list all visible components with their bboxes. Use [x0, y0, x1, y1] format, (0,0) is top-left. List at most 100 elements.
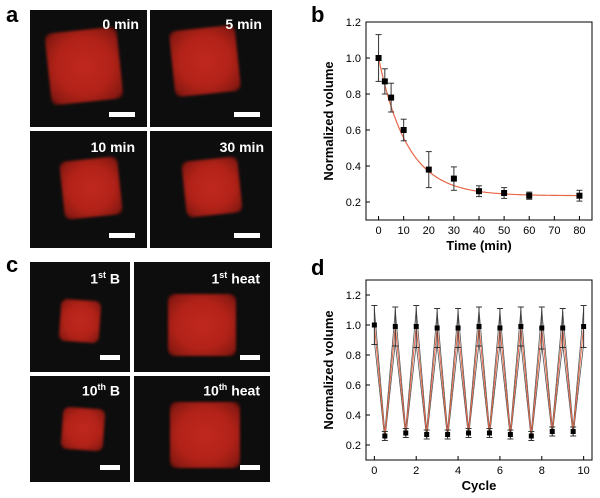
time-label: 5 min — [225, 16, 262, 32]
data-point — [375, 55, 382, 61]
panel-letter-b: b — [311, 2, 325, 27]
data-point — [507, 432, 513, 437]
data-point — [371, 322, 377, 328]
x-tick-label: 80 — [573, 225, 585, 237]
hydrogel-image — [168, 294, 236, 356]
data-point — [445, 432, 451, 437]
panel-letter-d: d — [311, 255, 325, 280]
scale-bar — [100, 355, 120, 360]
hydrogel-image — [58, 298, 102, 344]
y-tick-label: 0.4 — [346, 410, 361, 422]
data-point — [526, 192, 533, 199]
y-axis-label: Normalized volume — [321, 61, 336, 180]
data-point — [450, 175, 457, 182]
micrograph-c-10th-heat: 10th heat — [134, 376, 270, 482]
hydrogel-image — [59, 156, 123, 220]
data-point — [576, 192, 583, 199]
hydrogel-image — [60, 406, 106, 452]
data-point — [570, 429, 576, 434]
time-label: 30 min — [219, 139, 264, 155]
chart-b-volume-vs-time: 0 10 20 30 40 50 60 70 80 0.2 0.4 0.6 0.8 1.0 1.2 Time … — [321, 17, 593, 253]
data-point — [518, 324, 524, 329]
y-tick-label: 0.8 — [346, 89, 361, 101]
hydrogel-image — [181, 156, 243, 218]
hydrogel-image — [170, 402, 240, 468]
time-label: 0 min — [102, 16, 139, 32]
plot-frame — [365, 279, 593, 461]
time-label: 10 min — [90, 139, 135, 155]
x-tick-label: 10 — [578, 465, 590, 477]
data-point — [382, 433, 388, 439]
data-point — [476, 324, 482, 329]
data-point — [476, 188, 482, 195]
y-axis-label: Normalized volume — [321, 310, 336, 429]
x-tick-label: 4 — [455, 465, 461, 477]
data-point — [549, 429, 555, 434]
micrograph-c-1st-heat: 1st heat — [134, 262, 270, 372]
hydrogel-image — [44, 26, 124, 106]
x-tick-label: 60 — [523, 225, 535, 237]
data-point — [528, 433, 534, 439]
x-tick-label: 40 — [473, 225, 485, 237]
chart-d-volume-vs-cycle: 0 2 4 6 8 10 0.2 0.4 0.6 0.8 1.0 1.2 Cycle Normalized… — [321, 279, 593, 493]
data-point — [466, 430, 472, 436]
scale-bar — [234, 112, 260, 117]
micrograph-a-10min: 10 min — [30, 131, 147, 248]
micrograph-c-10th-b: 10th B — [30, 376, 130, 482]
data-point — [455, 325, 461, 331]
y-tick-label: 0.2 — [346, 440, 361, 452]
fit-curve — [377, 57, 580, 197]
data-point — [539, 325, 545, 331]
x-tick-label: 30 — [448, 225, 460, 237]
data-point — [381, 78, 388, 85]
data-point — [400, 127, 407, 133]
data-point — [424, 432, 430, 437]
y-tick-label: 0.6 — [346, 125, 361, 137]
y-tick-label: 1.0 — [346, 53, 361, 65]
data-point — [388, 94, 395, 101]
x-tick-label: 70 — [548, 225, 560, 237]
x-tick-label: 8 — [539, 465, 545, 477]
y-tick-label: 0.4 — [346, 161, 361, 173]
state-label: 10th heat — [203, 382, 260, 399]
data-point — [497, 325, 503, 331]
x-axis-label: Cycle — [462, 478, 497, 493]
x-tick-label: 0 — [375, 225, 381, 237]
x-tick-label: 20 — [423, 225, 435, 237]
micrograph-a-30min: 30 min — [150, 131, 272, 248]
state-label: 1st heat — [211, 270, 261, 287]
state-label: 1st B — [90, 270, 120, 287]
data-point — [392, 324, 398, 329]
scale-bar — [100, 465, 120, 470]
x-axis-label: Time (min) — [446, 238, 512, 253]
micrograph-c-1st-b: 1st B — [30, 262, 130, 372]
y-tick-label: 0.6 — [346, 380, 361, 392]
data-point — [501, 190, 508, 196]
panel-letter-c: c — [6, 252, 19, 277]
x-tick-label: 10 — [398, 225, 410, 237]
y-tick-label: 1.2 — [346, 17, 361, 29]
data-point — [434, 325, 440, 331]
x-tick-label: 0 — [371, 465, 377, 477]
hydrogel-image — [168, 24, 242, 98]
data-point — [486, 430, 492, 436]
scale-bar — [240, 465, 260, 470]
data-point — [560, 325, 566, 331]
y-tick-label: 0.8 — [346, 350, 361, 362]
data-point — [425, 166, 432, 173]
y-tick-label: 1.2 — [346, 290, 361, 302]
y-tick-label: 0.2 — [346, 197, 361, 209]
micrograph-a-5min: 5 min — [150, 10, 272, 127]
state-label: 10th B — [81, 382, 120, 399]
scale-bar — [109, 233, 135, 238]
scale-bar — [109, 112, 135, 117]
scale-bar — [234, 233, 260, 238]
x-tick-label: 6 — [497, 465, 503, 477]
data-point — [403, 430, 409, 436]
panel-letter-a: a — [6, 2, 19, 27]
data-point — [581, 324, 587, 329]
x-tick-label: 50 — [498, 225, 510, 237]
micrograph-a-0min: 0 min — [30, 10, 147, 127]
x-tick-label: 2 — [413, 465, 419, 477]
scale-bar — [240, 355, 260, 360]
